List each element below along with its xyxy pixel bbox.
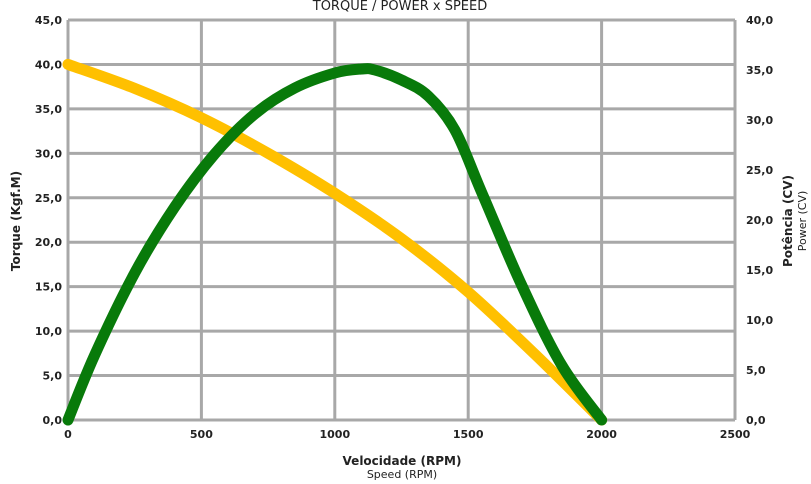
x-axis-title: Velocidade (RPM) [343, 454, 462, 468]
left-tick-label: 40,0 [35, 58, 62, 71]
x-axis-ticks: 0 500 1000 1500 2000 2500 [64, 428, 750, 441]
left-tick-label: 5,0 [43, 370, 63, 383]
left-tick-label: 0,0 [43, 414, 63, 427]
right-axis-ticks: 0,0 5,0 10,0 15,0 20,0 25,0 30,0 35,0 40,0 [746, 14, 773, 427]
torque-series-line [62, 58, 608, 426]
x-axis-subtitle: Speed (RPM) [367, 468, 437, 481]
left-tick-label: 20,0 [35, 236, 62, 249]
x-tick-label: 2000 [586, 428, 617, 441]
x-tick-label: 1000 [319, 428, 350, 441]
x-tick-label: 0 [64, 428, 72, 441]
left-axis-ticks: 0,0 5,0 10,0 15,0 20,0 25,0 30,0 35,0 40,0 45,0 [35, 14, 62, 427]
left-tick-label: 25,0 [35, 192, 62, 205]
right-axis-subtitle: Power (CV) [796, 191, 809, 252]
series-layer [62, 58, 608, 426]
left-tick-label: 15,0 [35, 281, 62, 294]
right-tick-label: 40,0 [746, 14, 773, 27]
left-tick-label: 30,0 [35, 147, 62, 160]
x-tick-label: 1500 [453, 428, 484, 441]
left-axis-title: Torque (Kgf.M) [9, 171, 23, 271]
power-series-line [62, 63, 608, 426]
right-tick-label: 15,0 [746, 264, 773, 277]
left-tick-label: 10,0 [35, 325, 62, 338]
left-tick-label: 35,0 [35, 103, 62, 116]
right-tick-label: 10,0 [746, 314, 773, 327]
left-tick-label: 45,0 [35, 14, 62, 27]
right-tick-label: 0,0 [746, 414, 766, 427]
right-tick-label: 35,0 [746, 64, 773, 77]
right-tick-label: 5,0 [746, 364, 766, 377]
right-tick-label: 20,0 [746, 214, 773, 227]
right-axis-title: Potência (CV) [781, 175, 795, 267]
right-tick-label: 25,0 [746, 164, 773, 177]
right-tick-label: 30,0 [746, 114, 773, 127]
x-tick-label: 500 [190, 428, 213, 441]
x-tick-label: 2500 [720, 428, 751, 441]
chart-title: TORQUE / POWER x SPEED [312, 0, 487, 14]
